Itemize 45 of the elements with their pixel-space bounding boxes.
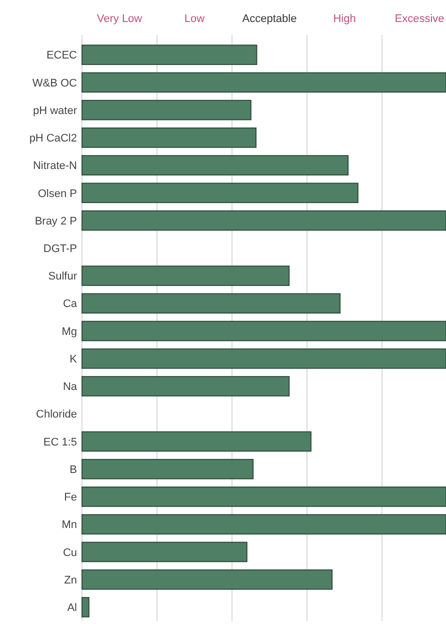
bar (82, 514, 446, 534)
y-tick-label: W&B OC (32, 77, 78, 90)
y-tick-label: Nitrate-N (32, 160, 78, 172)
bar (82, 182, 358, 204)
y-tick-label: ECEC (46, 50, 78, 62)
y-tick-label: Bray 2 P (34, 215, 77, 228)
text: Low (184, 13, 205, 25)
bar (82, 100, 252, 120)
y-tick-label: Ca (62, 298, 78, 310)
y-tick-label: Al (67, 602, 77, 614)
text: Very Low (96, 13, 142, 25)
bar (82, 72, 446, 93)
y-tick-label: DGT-P (43, 242, 77, 255)
bar (82, 348, 446, 369)
y-tick-label: Cu (62, 546, 77, 559)
bar (82, 266, 290, 286)
text: Acceptable (242, 13, 297, 25)
bar (82, 210, 446, 231)
bar (82, 293, 341, 314)
bar (82, 320, 446, 342)
y-tick-label: Na (62, 381, 78, 394)
bar (82, 431, 312, 452)
bar (82, 155, 349, 176)
text: Excessive (394, 13, 444, 25)
text: High (333, 13, 356, 25)
bar (82, 486, 446, 507)
bar (82, 458, 254, 480)
y-tick-label: EC 1:5 (43, 436, 77, 448)
y-tick-label: B (70, 464, 77, 476)
y-tick-label: Sulfur (48, 270, 78, 283)
y-tick-label: pH CaCl2 (29, 132, 77, 145)
bar (82, 542, 248, 562)
y-tick-label: Fe (64, 492, 77, 504)
y-tick-label: Chloride (36, 408, 77, 421)
y-tick-label: Zn (64, 574, 77, 586)
bar (82, 44, 258, 65)
bar (82, 597, 90, 618)
bar (82, 376, 290, 396)
y-tick-label: K (70, 353, 78, 366)
y-tick-label: pH water (32, 104, 78, 117)
bar (82, 128, 256, 148)
y-tick-label: Olsen P (38, 188, 77, 200)
bar (82, 569, 333, 590)
y-tick-label: Mn (62, 519, 77, 532)
y-tick-label: Mg (62, 326, 77, 338)
